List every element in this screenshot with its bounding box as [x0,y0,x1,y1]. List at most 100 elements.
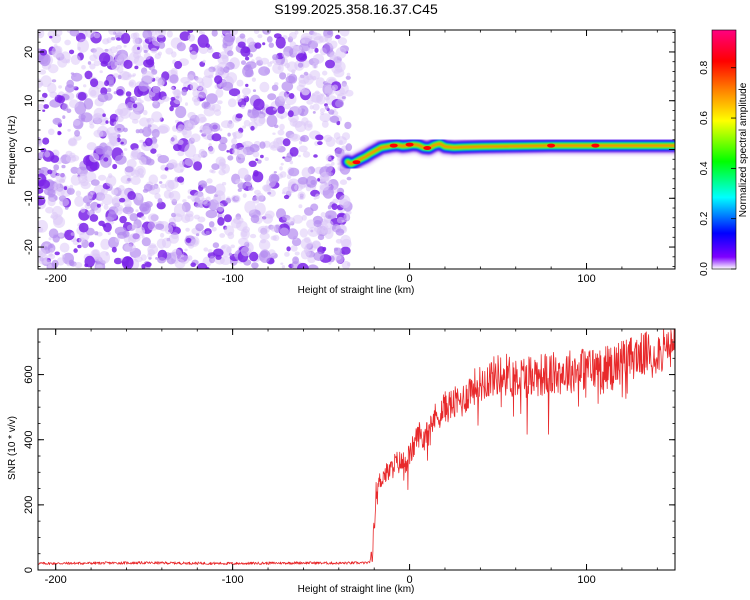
noise-blob [110,46,118,54]
noise-blob [112,73,120,78]
noise-blob [299,43,311,52]
spectrogram-x-label: Height of straight line (km) [298,285,415,296]
noise-blob [306,219,316,229]
noise-blob [184,213,194,222]
noise-blob [185,102,188,106]
noise-blob [98,220,105,226]
noise-blob [283,103,291,110]
noise-blob [298,154,301,158]
noise-blob [77,38,89,53]
noise-blob [214,75,223,84]
noise-blob [66,187,75,195]
noise-blob [86,142,97,151]
noise-blob [317,141,323,146]
noise-blob [218,142,227,152]
noise-blob [259,232,270,240]
noise-blob [247,186,254,191]
noise-blob [266,36,273,43]
noise-blob [263,104,269,109]
noise-blob [104,48,109,52]
noise-blob [341,132,351,141]
noise-blob [267,93,277,101]
noise-blob [129,213,138,222]
noise-blob [315,77,326,89]
noise-blob [66,108,72,114]
noise-blob [83,98,94,110]
noise-blob [64,206,69,210]
noise-blob [77,92,87,101]
noise-blob [93,60,101,67]
noise-blob [237,188,242,192]
noise-blob [103,204,109,210]
noise-blob [134,65,139,70]
noise-blob [52,117,62,125]
noise-blob [167,179,179,190]
noise-blob [152,86,161,94]
noise-blob [221,81,234,91]
noise-blob [51,46,62,58]
noise-blob [273,137,283,149]
noise-blob [156,238,167,249]
noise-blob [205,209,218,219]
noise-blob [106,126,118,135]
noise-blob [312,111,316,114]
noise-blob [227,50,234,57]
noise-blob [212,52,222,59]
noise-blob [272,132,276,135]
noise-blob [272,107,277,111]
noise-blob [281,51,290,58]
noise-blob [228,252,233,256]
noise-blob [201,197,208,205]
noise-blob [90,78,99,88]
noise-blob [345,75,351,80]
noise-blob [173,203,186,217]
noise-blob [108,48,112,52]
noise-blob [58,195,67,202]
noise-blob [299,228,308,238]
noise-blob [319,108,326,113]
noise-blob [255,56,262,62]
noise-blob [205,43,210,48]
noise-blob [127,74,132,78]
noise-blob [165,47,174,55]
colorbar-label: Normalized spectral amplitude [738,82,749,217]
noise-blob [178,160,185,168]
noise-blob [236,79,244,87]
noise-blob [286,246,291,252]
noise-blob [76,168,82,174]
noise-blob [90,179,100,186]
noise-blob [227,132,231,137]
noise-blob [148,243,157,249]
noise-blob [179,31,191,41]
noise-blob [182,199,187,203]
colorbar: 0.0 0.2 0.4 0.6 0.8 Normalized spectral ampl… [699,29,749,276]
noise-blob [238,237,249,246]
noise-blob [111,197,120,207]
noise-blob [309,105,314,110]
noise-blob [70,174,81,186]
noise-blob [215,88,224,98]
noise-blob [329,115,340,123]
noise-blob [47,169,53,175]
noise-blob [260,154,264,159]
noise-blob [140,229,146,234]
noise-blob [187,123,193,128]
noise-blob [38,69,47,75]
x-tick-label: 100 [577,574,595,586]
noise-blob [212,242,220,249]
noise-blob [260,239,267,244]
noise-blob [198,148,206,156]
noise-blob [94,231,99,236]
noise-blob [307,123,312,128]
noise-blob [78,237,86,243]
noise-blob [170,86,175,90]
snr-y-label: SNR (10 * v/v) [7,416,18,480]
noise-blob [57,130,62,136]
noise-blob [346,176,352,181]
noise-blob [211,169,216,174]
noise-blob [248,160,257,167]
noise-blob [156,201,166,210]
noise-blob [301,167,312,179]
noise-blob [190,239,199,246]
noise-blob [298,74,310,85]
